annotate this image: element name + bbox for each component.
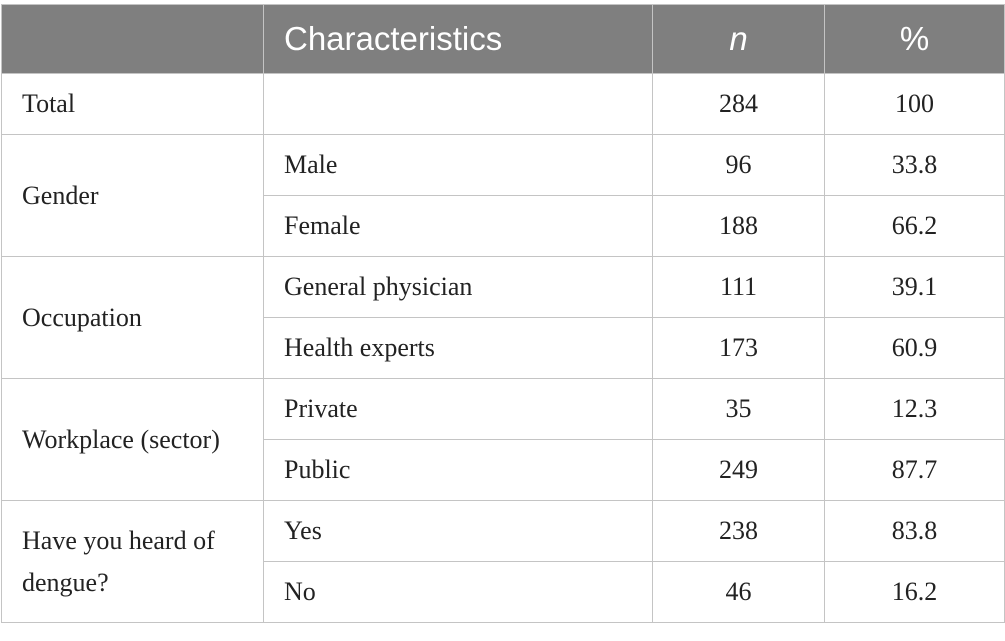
table-row: Have you heard of dengue? Yes 238 83.8	[1, 500, 1005, 623]
group-label: Workplace (sector)	[1, 378, 264, 501]
pct-value: 66.2	[824, 195, 1005, 257]
table-row: Occupation General physician 111 39.1	[1, 256, 1005, 379]
pct-value: 39.1	[824, 256, 1005, 318]
sub-label	[263, 73, 653, 135]
pct-value: 60.9	[824, 317, 1005, 379]
pct-value: 33.8	[824, 134, 1005, 196]
header-n: n	[652, 4, 825, 74]
table-row: Female 188 66.2	[2, 195, 1005, 257]
n-value: 249	[652, 439, 825, 501]
pct-value: 100	[824, 73, 1005, 135]
pct-value: 12.3	[824, 378, 1005, 440]
header-blank	[1, 4, 264, 74]
n-value: 284	[652, 73, 825, 135]
n-value: 173	[652, 317, 825, 379]
n-value: 46	[652, 561, 825, 623]
n-value: 111	[652, 256, 825, 318]
sub-label: Private	[263, 378, 653, 440]
n-value: 35	[652, 378, 825, 440]
header-characteristics: Characteristics	[263, 4, 653, 74]
table-row: Workplace (sector) Private 35 12.3	[1, 378, 1005, 501]
group-label: Occupation	[1, 256, 264, 379]
sub-label: No	[263, 561, 653, 623]
sub-label: General physician	[263, 256, 653, 318]
table-row: No 46 16.2	[2, 561, 1005, 623]
table-row: Gender Male 96 33.8	[1, 134, 1005, 257]
sub-label: Female	[263, 195, 653, 257]
pct-value: 87.7	[824, 439, 1005, 501]
table-row: Total 284 100	[1, 73, 1005, 135]
header-percent: %	[824, 4, 1005, 74]
characteristics-table: Characteristics n % Total 284 100 Gender…	[1, 4, 1005, 623]
sub-label: Health experts	[263, 317, 653, 379]
group-label: Gender	[1, 134, 264, 257]
pct-value: 16.2	[824, 561, 1005, 623]
n-value: 188	[652, 195, 825, 257]
table-header-row: Characteristics n %	[1, 4, 1005, 74]
pct-value: 83.8	[824, 500, 1005, 562]
n-value: 96	[652, 134, 825, 196]
group-label: Have you heard of dengue?	[1, 500, 264, 623]
n-value: 238	[652, 500, 825, 562]
sub-label: Yes	[263, 500, 653, 562]
sub-label: Public	[263, 439, 653, 501]
sub-label: Male	[263, 134, 653, 196]
group-label: Total	[1, 73, 264, 135]
